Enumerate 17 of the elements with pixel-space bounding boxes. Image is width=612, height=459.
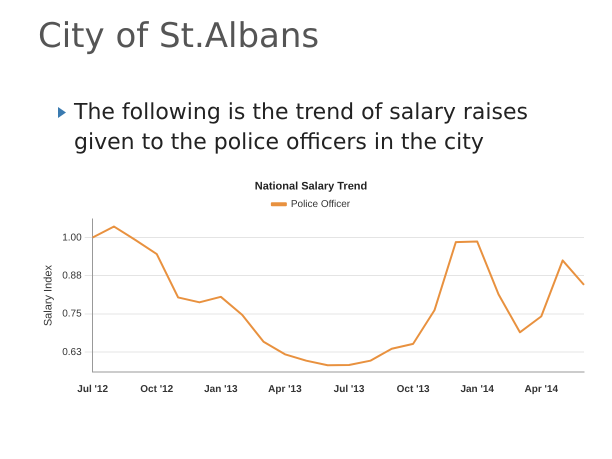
x-tick-label: Apr '14 [524, 384, 558, 395]
y-tick-label: 0.75 [62, 308, 82, 320]
chart-subtitle: The following is the trend of salary raises given to the police officers in the city [74, 99, 529, 157]
x-tick-label: Oct '13 [396, 384, 430, 395]
x-tick-label: Jan '14 [460, 384, 494, 395]
chart-title: City of St.Albans [38, 16, 320, 56]
x-tick-label: Jan '13 [204, 384, 238, 395]
legend-label: Police Officer [290, 198, 351, 210]
x-tick-label: Jul '12 [77, 384, 108, 395]
x-tick-label: Oct '12 [140, 384, 174, 395]
y-axis-title: Salary Index [42, 264, 55, 326]
y-tick-label: 1.00 [62, 232, 82, 244]
x-tick-label: Apr '13 [268, 384, 302, 395]
text: National Salary Trend [254, 180, 368, 193]
y-tick-label: 0.88 [62, 270, 82, 282]
x-tick-label: Jul '13 [334, 384, 365, 395]
y-tick-label: 0.63 [62, 346, 82, 358]
